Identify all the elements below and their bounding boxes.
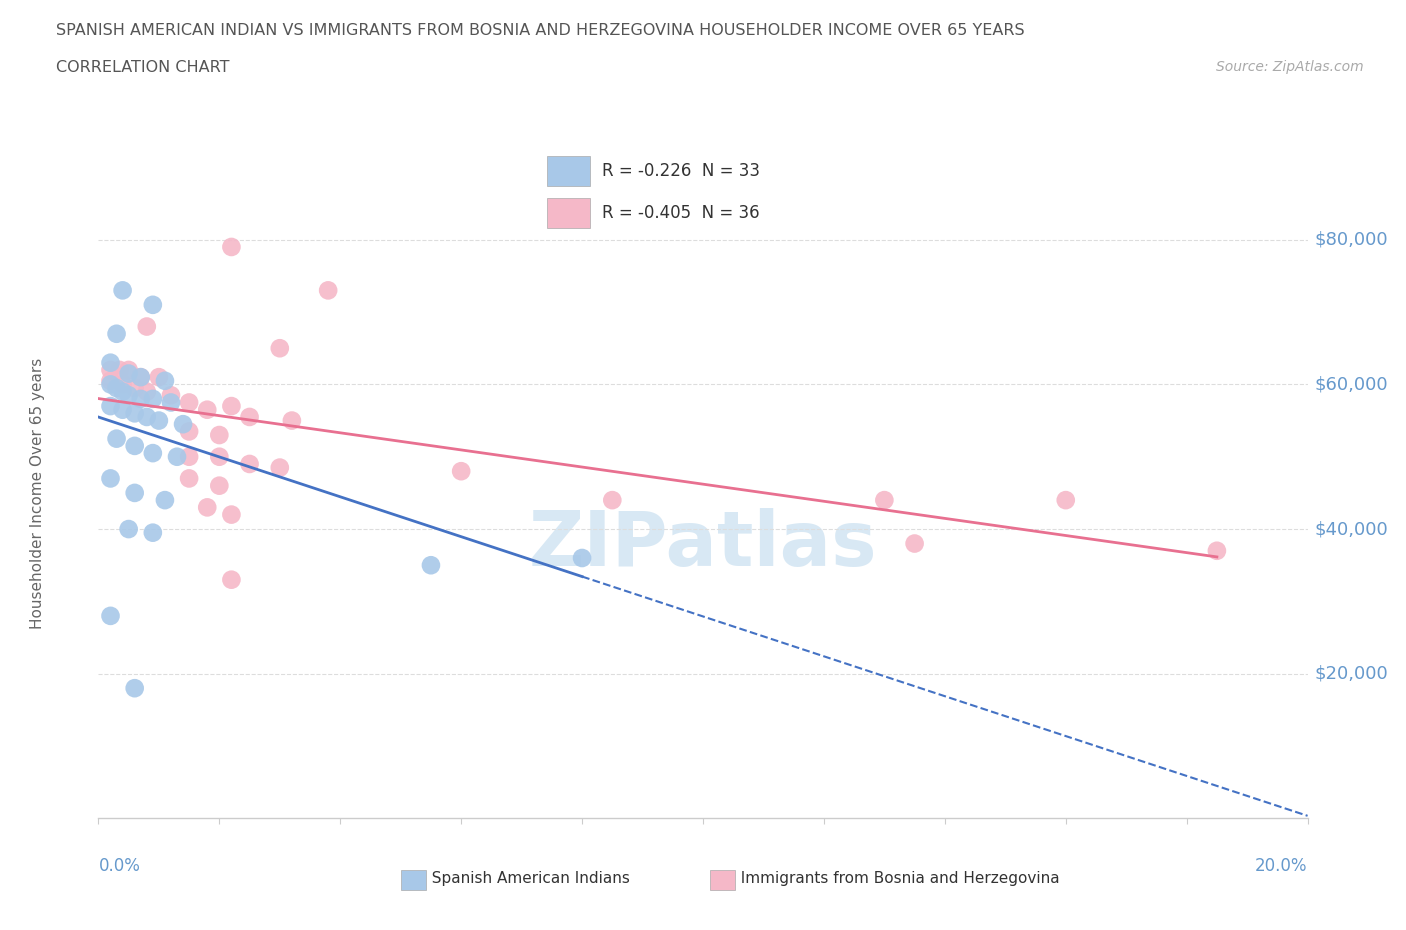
Text: Immigrants from Bosnia and Herzegovina: Immigrants from Bosnia and Herzegovina [731,871,1060,886]
Point [105,432,128,446]
Point [111,283,134,298]
Point [124,485,146,500]
Point [100,471,122,485]
Point [208,478,231,493]
Point [221,240,243,255]
Point [124,681,146,696]
Text: Source: ZipAtlas.com: Source: ZipAtlas.com [1216,60,1364,74]
Text: $20,000: $20,000 [1315,665,1388,683]
Point [904,536,927,551]
Point [118,522,141,537]
Point [135,409,157,424]
Point [1054,493,1077,508]
Point [135,319,157,334]
Point [1206,543,1229,558]
Point [148,370,170,385]
Point [142,298,165,312]
Text: SPANISH AMERICAN INDIAN VS IMMIGRANTS FROM BOSNIA AND HERZEGOVINA HOUSEHOLDER IN: SPANISH AMERICAN INDIAN VS IMMIGRANTS FR… [56,23,1025,38]
Point [160,388,183,403]
Point [118,366,141,381]
Point [177,449,201,464]
Point [873,493,896,508]
Point [108,363,131,378]
Point [100,377,122,392]
Text: CORRELATION CHART: CORRELATION CHART [56,60,229,75]
Point [118,388,141,403]
Point [281,413,304,428]
Point [100,363,122,378]
Point [160,395,183,410]
Point [100,373,122,388]
Text: $60,000: $60,000 [1315,376,1388,393]
Point [221,572,243,587]
Point [111,384,134,399]
Point [100,399,122,414]
Point [100,355,122,370]
Point [129,392,152,406]
Point [208,428,231,443]
Point [105,380,128,395]
Point [166,449,188,464]
Point [135,384,157,399]
Text: Spanish American Indians: Spanish American Indians [422,871,630,886]
Point [118,363,141,378]
Point [239,409,262,424]
Point [100,608,122,623]
Point [105,326,128,341]
Text: R = -0.405  N = 36: R = -0.405 N = 36 [602,204,761,222]
Point [142,445,165,460]
Bar [547,156,591,186]
Point [221,399,243,414]
Point [124,438,146,453]
Point [148,413,170,428]
Point [153,493,176,508]
Point [177,395,201,410]
Text: R = -0.226  N = 33: R = -0.226 N = 33 [602,162,761,180]
Point [269,460,291,475]
Point [177,424,201,439]
Point [153,373,176,388]
Text: Householder Income Over 65 years: Householder Income Over 65 years [31,357,45,629]
Point [195,403,218,418]
Point [142,525,165,540]
Point [172,417,194,432]
Point [419,558,441,573]
Point [111,377,134,392]
Point [602,493,624,508]
Point [269,340,291,355]
Text: ZIPatlas: ZIPatlas [529,508,877,582]
Point [111,403,134,418]
Point [124,405,146,420]
Point [195,500,218,515]
Point [221,507,243,522]
Point [129,370,152,385]
Point [239,457,262,472]
Point [177,471,201,485]
Point [124,380,146,395]
Text: $40,000: $40,000 [1315,520,1388,538]
Point [208,449,231,464]
Point [142,392,165,406]
Text: $80,000: $80,000 [1315,231,1388,248]
Point [316,283,339,298]
Bar [547,198,591,228]
Point [129,370,152,385]
Point [450,464,472,479]
Text: 0.0%: 0.0% [98,857,141,875]
Point [571,551,593,565]
Text: 20.0%: 20.0% [1256,857,1308,875]
